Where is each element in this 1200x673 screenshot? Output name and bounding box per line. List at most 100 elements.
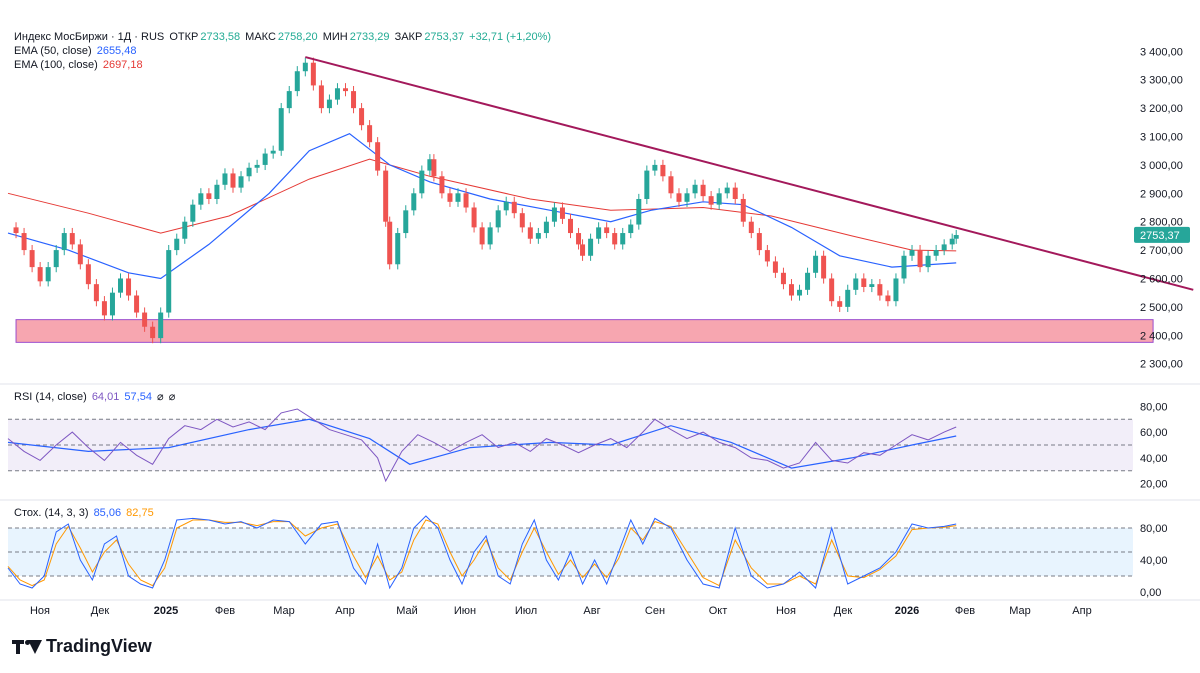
candle-body	[182, 221, 188, 239]
candle-body	[716, 193, 722, 205]
stoch-pane	[7, 515, 1133, 590]
time-axis-label: Мар	[273, 605, 295, 617]
candle-body	[684, 193, 690, 202]
candle-body	[69, 233, 75, 245]
candle-body	[270, 150, 276, 154]
candle-body	[93, 284, 99, 302]
candle-body	[439, 176, 445, 194]
candle-body	[772, 261, 778, 273]
candle-body	[519, 213, 525, 228]
high-label: МАКС	[245, 31, 276, 43]
candle-body	[61, 233, 67, 251]
time-axis-label: Окт	[709, 605, 728, 617]
candle-body	[869, 284, 875, 287]
price-tick-label: 3 100,00	[1140, 132, 1183, 144]
candle-body	[628, 224, 634, 234]
candle-body	[676, 193, 682, 202]
time-axis-label: Дек	[834, 605, 853, 617]
candle-body	[158, 312, 164, 339]
candle-body	[463, 193, 469, 208]
rsi-tick-label: 40,00	[1140, 453, 1168, 465]
candle-body	[837, 301, 843, 307]
candle-body	[559, 207, 565, 219]
time-axis-label: Авг	[583, 605, 600, 617]
candle-body	[403, 210, 409, 234]
candle-body	[302, 62, 308, 72]
chart-canvas[interactable]: 3 400,00 3 300,00 3 200,00 3 100,00 3 000,00…	[0, 0, 1200, 630]
candle-body	[893, 278, 899, 302]
tradingview-logo: TradingView	[12, 636, 152, 657]
candle-body	[487, 227, 493, 245]
candle-body	[142, 312, 148, 327]
ema50-value: 2655,48	[96, 45, 137, 57]
candle-body	[612, 233, 618, 245]
time-axis-label: Июл	[515, 605, 537, 617]
candle-body	[101, 301, 107, 316]
candle-body	[829, 278, 835, 302]
rsi-tick-label: 60,00	[1140, 427, 1168, 439]
candle-body	[941, 244, 947, 251]
candle-body	[479, 227, 485, 245]
candle-body	[764, 250, 770, 262]
ema50-label: EMA (50, close)	[14, 45, 92, 57]
candle-body	[326, 99, 332, 109]
candle-body	[724, 187, 730, 194]
candle-body	[588, 238, 594, 256]
price-tick-label: 3 200,00	[1140, 103, 1183, 115]
time-axis-label: Май	[396, 605, 418, 617]
rsi-value: 64,01	[91, 391, 120, 403]
candle-body	[431, 159, 437, 177]
stoch-k-value: 85,06	[93, 507, 122, 519]
candle-body	[732, 187, 738, 199]
candle-body	[395, 233, 401, 265]
open-value: 2733,58	[200, 31, 241, 43]
stoch-tick-label: 40,00	[1140, 555, 1168, 567]
candle-body	[246, 167, 252, 177]
candle-body	[877, 284, 883, 296]
candle-body	[334, 88, 340, 100]
candle-body	[310, 62, 316, 86]
candle-body	[692, 184, 698, 194]
candle-body	[788, 284, 794, 296]
low-value: 2733,29	[349, 31, 390, 43]
candle-body	[387, 221, 393, 265]
candle-body	[21, 233, 27, 251]
candle-body	[343, 88, 348, 92]
candle-body	[580, 244, 586, 256]
candle-body	[797, 289, 803, 296]
high-value: 2758,20	[277, 31, 318, 43]
candle-body	[909, 250, 915, 256]
candle-body	[29, 250, 35, 268]
candle-body	[917, 250, 923, 268]
candle-body	[527, 227, 533, 239]
low-label: МИН	[322, 31, 348, 43]
price-tick-label: 2 700,00	[1140, 245, 1183, 257]
candle-body	[636, 198, 642, 225]
candle-body	[821, 255, 827, 279]
candle-body	[495, 210, 501, 228]
candle-body	[230, 173, 236, 188]
stoch-label: Стох. (14, 3, 3)	[14, 507, 89, 519]
last-price-badge	[1134, 226, 1190, 243]
candle-body	[318, 85, 324, 109]
candle-body	[109, 292, 115, 316]
candle-body	[471, 207, 477, 228]
rsi-legend: RSI (14, close) 64,01 57,54 ⌀ ⌀	[14, 390, 177, 404]
candle-body	[953, 235, 959, 239]
candle-body	[652, 164, 658, 171]
candle-body	[700, 184, 706, 197]
candle-body	[708, 196, 714, 205]
candle-body	[543, 221, 549, 234]
rsi-line	[7, 408, 957, 483]
candle-body	[805, 272, 811, 290]
ema100-legend: EMA (100, close) 2697,18	[14, 58, 145, 72]
candle-body	[885, 295, 891, 302]
time-axis-label: Апр	[1072, 605, 1091, 617]
stoch-tick-label: 0,00	[1140, 587, 1161, 599]
close-value: 2753,37	[424, 31, 465, 43]
price-tick-label: 2 800,00	[1140, 217, 1183, 229]
candle-body	[134, 295, 140, 313]
candle-body	[861, 278, 867, 287]
price-tick-label: 3 400,00	[1140, 46, 1183, 58]
candle-body	[126, 278, 132, 296]
